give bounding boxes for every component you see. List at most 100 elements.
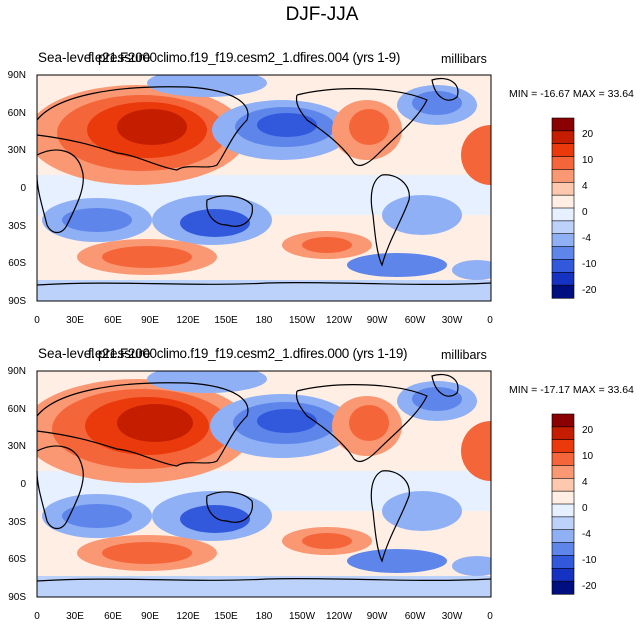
colorbar-label: -10 — [582, 555, 597, 566]
panel-bottom: Sea-level pressure f.e21.F2000climo.f19_… — [0, 346, 644, 627]
colorbar-swatch — [551, 271, 575, 286]
lat-label: 90S — [8, 592, 26, 603]
lon-label: 0 — [487, 315, 493, 326]
lon-label: 180 — [255, 611, 273, 622]
lat-label: 60S — [8, 258, 26, 269]
lon-label: 120W — [325, 611, 353, 622]
lon-label: 150W — [288, 611, 316, 622]
colorbar-swatch — [551, 181, 575, 196]
coastlines — [36, 373, 492, 582]
colorbar-swatch — [551, 169, 575, 183]
colorbar-label: 4 — [582, 477, 588, 488]
lat-label: 60S — [8, 554, 26, 565]
lon-label: 30W — [441, 315, 463, 326]
coastlines — [36, 77, 492, 286]
lat-label: 60N — [7, 404, 26, 415]
lon-label: 90E — [141, 315, 159, 326]
lat-label: 30S — [8, 517, 26, 528]
lon-label: 0 — [487, 611, 493, 622]
lon-label: 30W — [441, 611, 463, 622]
colorbar-swatch — [551, 490, 575, 505]
lat-label: 30N — [7, 145, 26, 156]
colorbar-label: 20 — [582, 129, 594, 140]
colorbar — [551, 413, 575, 595]
colorbar-label: 10 — [582, 451, 594, 462]
lat-label: 90N — [7, 70, 26, 81]
lon-label: 0 — [34, 315, 40, 326]
lon-label: 60W — [404, 315, 426, 326]
colorbar-label: -4 — [582, 233, 591, 244]
colorbar-swatch — [551, 259, 575, 273]
colorbar-swatch — [551, 143, 575, 158]
lon-label: 150E — [214, 315, 238, 326]
colorbar-label: -20 — [582, 581, 597, 592]
colorbar-swatch — [551, 284, 575, 299]
colorbar-label: 4 — [582, 181, 588, 192]
colorbar-swatch — [551, 413, 575, 428]
pressure-field — [37, 75, 491, 301]
colorbar-label: -4 — [582, 529, 591, 540]
colorbar-swatch — [551, 426, 575, 441]
lon-label: 120E — [176, 611, 200, 622]
colorbar — [551, 117, 575, 299]
map-frame — [36, 74, 492, 302]
panel-title-variable: Sea-level pressure — [38, 50, 151, 65]
lon-label: 90E — [141, 611, 159, 622]
colorbar-swatch — [551, 555, 575, 569]
lat-label: 90N — [7, 366, 26, 377]
lon-label: 30E — [66, 611, 84, 622]
min-max-readout: MIN = -16.67 MAX = 33.64 — [509, 88, 634, 100]
lon-label: 60E — [104, 315, 122, 326]
colorbar-swatch — [551, 439, 575, 454]
colorbar-label: -10 — [582, 259, 597, 270]
panel-units: millibars — [441, 52, 487, 66]
colorbar-label: 0 — [582, 207, 588, 218]
colorbar-swatch — [551, 477, 575, 492]
lat-label: 90S — [8, 296, 26, 307]
lon-label: 150E — [214, 611, 238, 622]
colorbar-swatch — [551, 117, 575, 132]
lon-label: 60W — [404, 611, 426, 622]
colorbar-swatch — [551, 516, 575, 531]
colorbar-label: -20 — [582, 285, 597, 296]
panel-units: millibars — [441, 348, 487, 362]
lon-label: 30E — [66, 315, 84, 326]
colorbar-swatch — [551, 529, 575, 544]
colorbar-swatch — [551, 207, 575, 222]
colorbar-swatch — [551, 542, 575, 557]
pressure-field — [37, 371, 491, 597]
panel-top: Sea-level pressure f.e21.F2000climo.f19_… — [0, 50, 644, 350]
lat-label: 0 — [20, 183, 26, 194]
colorbar-swatch — [551, 194, 575, 209]
colorbar-swatch — [551, 233, 575, 248]
colorbar-label: 0 — [582, 503, 588, 514]
figure-title: DJF-JJA — [285, 4, 359, 25]
lon-label: 0 — [34, 611, 40, 622]
panel-title-variable: Sea-level pressure — [38, 346, 151, 361]
colorbar-swatch — [551, 503, 575, 518]
colorbar-swatch — [551, 567, 575, 582]
colorbar-swatch — [551, 156, 575, 171]
lat-label: 30S — [8, 221, 26, 232]
colorbar-swatch — [551, 452, 575, 467]
map-plot — [36, 370, 492, 598]
colorbar-swatch — [551, 580, 575, 595]
lon-label: 120E — [176, 315, 200, 326]
lat-label: 60N — [7, 108, 26, 119]
lon-label: 90W — [366, 611, 388, 622]
min-max-readout: MIN = -17.17 MAX = 33.64 — [509, 384, 634, 396]
panel-title-case: f.e21.F2000climo.f19_f19.cesm2_1.dfires.… — [88, 346, 408, 361]
lon-label: 180 — [255, 315, 273, 326]
lon-label: 60E — [104, 611, 122, 622]
lat-label: 30N — [7, 441, 26, 452]
colorbar-label: 20 — [582, 425, 594, 436]
lon-label: 120W — [325, 315, 353, 326]
colorbar-swatch — [551, 130, 575, 145]
lon-label: 150W — [288, 315, 316, 326]
colorbar-swatch — [551, 220, 575, 235]
map-frame — [36, 370, 492, 598]
colorbar-swatch — [551, 246, 575, 261]
lat-label: 0 — [20, 479, 26, 490]
colorbar-swatch — [551, 465, 575, 479]
